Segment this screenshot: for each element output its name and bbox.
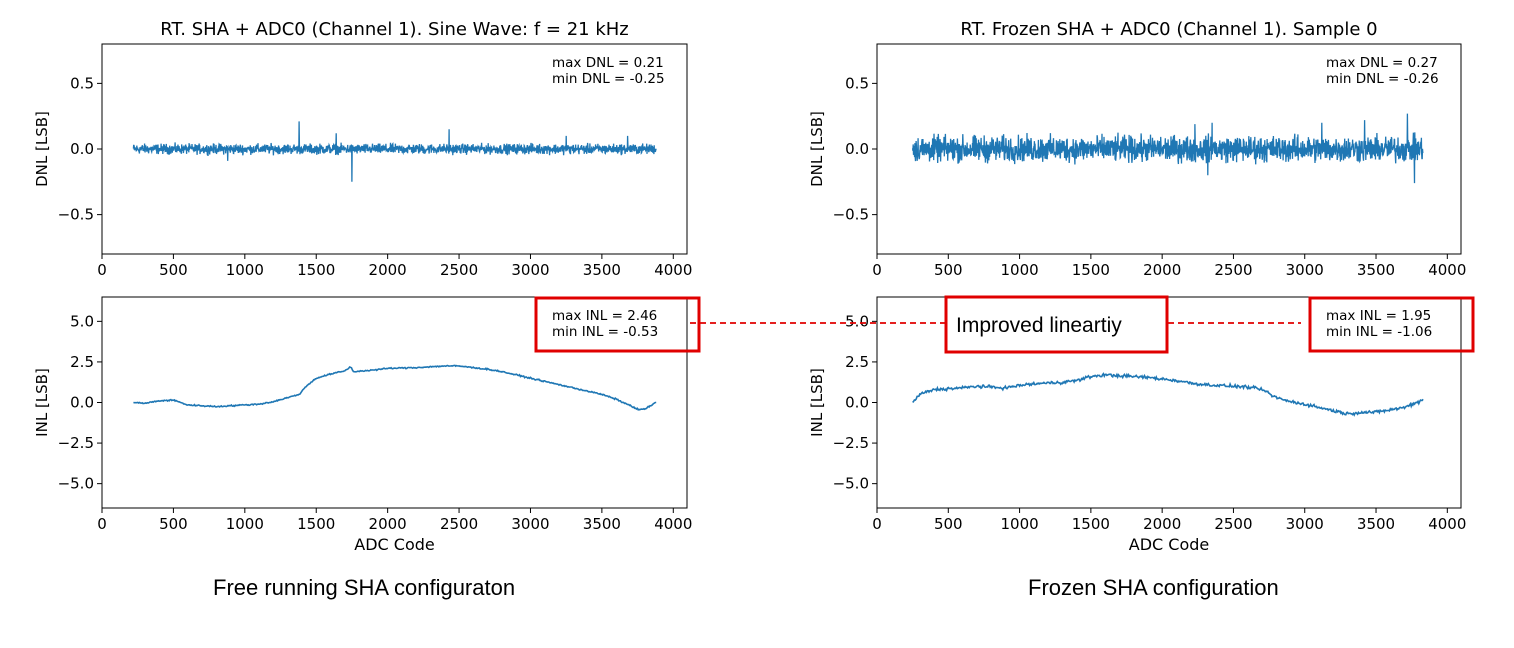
x-tick-label: 500 [934,261,963,279]
y-tick-label: −0.5 [833,206,869,224]
stats-annotation: min INL = -0.53 [552,324,658,340]
highlight-box [534,296,701,353]
x-tick-label: 4000 [1428,515,1466,533]
x-tick-label: 3500 [1357,515,1395,533]
stats-annotation: max INL = 1.95 [1326,308,1431,324]
caption-frozen: Frozen SHA configuration [1028,575,1279,600]
x-tick-label: 1000 [226,515,264,533]
series-line [132,121,657,182]
panel-dnl-frozen: 0 500 1000 1500 2000 2500 3000 3500 4000 −0.5 0.0 0… [808,19,1466,279]
x-tick-label: 1000 [226,261,264,279]
y-tick-label: 0.0 [70,394,94,412]
x-tick-label: 2000 [1143,261,1181,279]
x-tick-label: 1000 [1000,515,1038,533]
x-axis-label: ADC Code [1129,535,1209,554]
y-tick-label: 0.5 [70,74,94,92]
x-axis-label: ADC Code [354,535,434,554]
y-tick-label: −2.5 [833,434,869,452]
y-tick-label: 5.0 [70,312,94,330]
y-tick-label: 0.0 [845,140,869,158]
x-tick-label: 1500 [1072,515,1110,533]
x-tick-label: 0 [872,515,882,533]
x-tick-label: 3000 [511,515,549,533]
improved-label-box [944,295,1169,354]
y-tick-label: 2.5 [70,353,94,371]
y-tick-label: 0.0 [70,140,94,158]
y-axis-label: DNL [LSB] [808,111,826,187]
y-tick-label: −2.5 [58,434,94,452]
y-tick-label: 0.5 [845,74,869,92]
x-tick-label: 2500 [440,261,478,279]
x-tick-label: 1500 [297,515,335,533]
x-tick-label: 2000 [1143,515,1181,533]
x-tick-label: 2500 [440,515,478,533]
panel-title: RT. SHA + ADC0 (Channel 1). Sine Wave: f… [160,19,629,40]
x-tick-label: 500 [934,515,963,533]
x-tick-label: 1500 [297,261,335,279]
x-tick-label: 500 [159,515,188,533]
x-tick-label: 1500 [1072,261,1110,279]
x-tick-label: 2500 [1214,515,1252,533]
series-line [912,372,1424,417]
y-axis-label: DNL [LSB] [33,111,51,187]
y-tick-label: −5.0 [58,475,94,493]
panel-inl-free: 0 500 1000 1500 2000 2500 3000 3500 4000 −5.0 −2.5… [33,296,701,554]
x-tick-label: 0 [872,261,882,279]
x-tick-label: 4000 [1428,261,1466,279]
caption-free-running: Free running SHA configuraton [213,575,516,600]
x-tick-label: 3000 [1286,261,1324,279]
x-tick-label: 4000 [654,515,692,533]
x-tick-label: 3500 [583,261,621,279]
stats-annotation: min DNL = -0.26 [1326,71,1439,87]
x-tick-label: 1000 [1000,261,1038,279]
panel-title: RT. Frozen SHA + ADC0 (Channel 1). Sampl… [960,19,1377,40]
y-axis-label: INL [LSB] [33,368,51,437]
panel-dnl-free: 0 500 1000 1500 2000 2500 3000 3500 4000 −0.5 0.0 0… [33,19,692,279]
x-tick-label: 3000 [511,261,549,279]
y-tick-label: −0.5 [58,206,94,224]
y-tick-label: −5.0 [833,475,869,493]
x-tick-label: 3000 [1286,515,1324,533]
stats-annotation: max DNL = 0.27 [1326,55,1438,71]
stats-annotation: min INL = -1.06 [1326,324,1432,340]
highlight-box [1308,296,1475,353]
x-tick-label: 3500 [1357,261,1395,279]
improved-label: Improved lineartiy [956,314,1122,337]
y-axis-label: INL [LSB] [808,368,826,437]
highlight-group: Improved lineartiy [690,295,1301,354]
y-tick-label: 5.0 [845,312,869,330]
y-tick-label: 0.0 [845,394,869,412]
x-tick-label: 3500 [583,515,621,533]
x-tick-label: 2500 [1214,261,1252,279]
stats-annotation: max DNL = 0.21 [552,55,664,71]
x-tick-label: 4000 [654,261,692,279]
stats-annotation: min DNL = -0.25 [552,71,665,87]
x-tick-label: 2000 [369,261,407,279]
panel-inl-frozen: 0 500 1000 1500 2000 2500 3000 3500 4000 −5.0 −2.5… [808,296,1475,554]
stats-annotation: max INL = 2.46 [552,308,657,324]
y-tick-label: 2.5 [845,353,869,371]
x-tick-label: 2000 [369,515,407,533]
x-tick-label: 0 [97,261,107,279]
series-line [911,113,1424,184]
series-line [133,364,657,411]
x-tick-label: 0 [97,515,107,533]
x-tick-label: 500 [159,261,188,279]
